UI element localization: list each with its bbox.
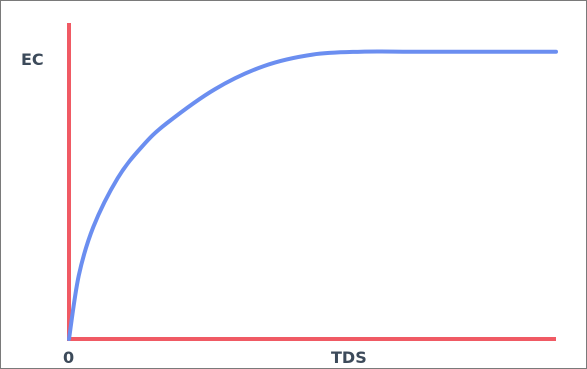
series-layer (67, 49, 558, 341)
origin-tick-label: 0 (63, 348, 74, 367)
axes (67, 23, 556, 341)
y-axis-label: EC (21, 50, 44, 69)
series-line-0 (67, 49, 558, 341)
x-axis-label: TDS (331, 348, 367, 367)
